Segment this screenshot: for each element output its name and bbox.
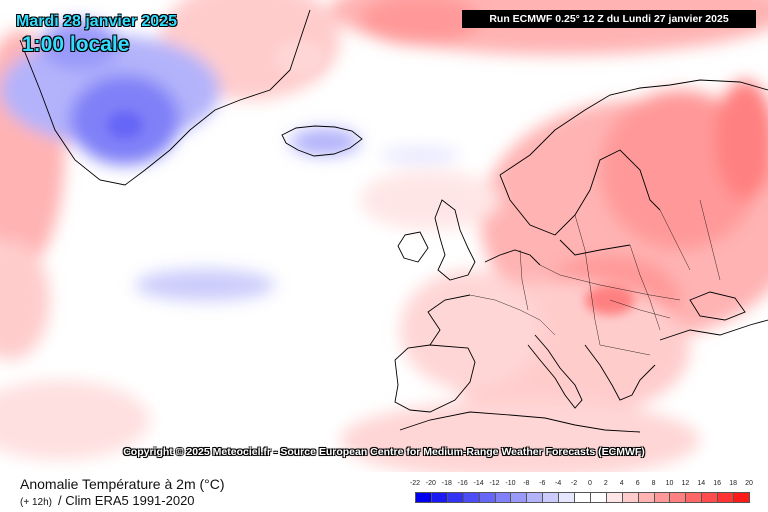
legend-swatch [526,492,544,503]
legend-swatch [701,492,719,503]
color-legend: -22 -20 -18 -16 -14 -12 -10 -8 -6 -4 -2 0 2 4 6 8 10 12 14… [410,480,754,510]
legend-swatch [415,492,432,503]
legend-label: -14 [473,480,484,487]
legend-swatch [637,492,655,503]
legend-label: 18 [729,480,737,487]
legend-label: -16 [457,480,468,487]
legend-label: 2 [603,480,608,487]
legend-swatch [605,492,623,503]
legend-swatch [589,492,607,503]
anomaly-map [0,0,768,472]
legend-label: -6 [539,480,546,487]
legend-swatch [510,492,528,503]
legend-swatch [542,492,560,503]
legend-label: -22 [409,480,421,487]
legend-swatch [446,492,464,503]
legend-label: -2 [570,480,578,487]
legend-swatch [574,492,591,503]
legend-label: 14 [697,480,706,487]
map-footer: Anomalie Température à 2m (°C) (+ 12h) / … [0,472,768,512]
legend-label: 12 [681,480,690,487]
legend-label: 10 [665,480,674,487]
legend-label: -8 [523,480,530,487]
map-subtitle: (+ 12h) / Clim ERA5 1991-2020 [20,493,195,508]
borders [469,199,721,356]
legend-label: -4 [555,480,562,487]
legend-label: 0 [587,480,592,487]
legend-swatch [733,492,750,503]
legend-label: -12 [489,480,500,487]
map-title: Anomalie Température à 2m (°C) [20,476,225,492]
legend-label: 20 [745,480,753,487]
legend-label: 16 [713,480,722,487]
legend-label: 4 [619,480,624,487]
legend-swatch [653,492,671,503]
coastlines [19,9,768,433]
legend-label: 6 [635,480,640,487]
model-run-info: Run ECMWF 0.25° 12 Z du Lundi 27 janvier… [462,10,756,28]
legend-swatch [717,492,735,503]
forecast-date: Mardi 28 janvier 2025 [16,13,177,30]
lead-time: (+ 12h) [20,497,52,508]
legend-label: -20 [425,480,436,487]
legend-swatch [478,492,496,503]
legend-swatch [462,492,480,503]
legend-label: 8 [651,480,656,487]
climatology-label: / Clim ERA5 1991-2020 [57,493,195,508]
legend-label: -18 [441,480,452,487]
copyright-notice: Copyright © 2025 Meteociel.fr - Source E… [123,446,645,458]
anomaly-field [0,0,768,472]
legend-swatch [430,492,448,503]
legend-swatch [685,492,703,503]
local-time: 1:00 locale [22,33,130,56]
legend-swatch [669,492,687,503]
legend-swatch [621,492,639,503]
legend-swatch [494,492,512,503]
legend-label: -10 [505,480,516,487]
anomaly-field-detail [107,40,635,315]
legend-swatch [558,492,576,503]
